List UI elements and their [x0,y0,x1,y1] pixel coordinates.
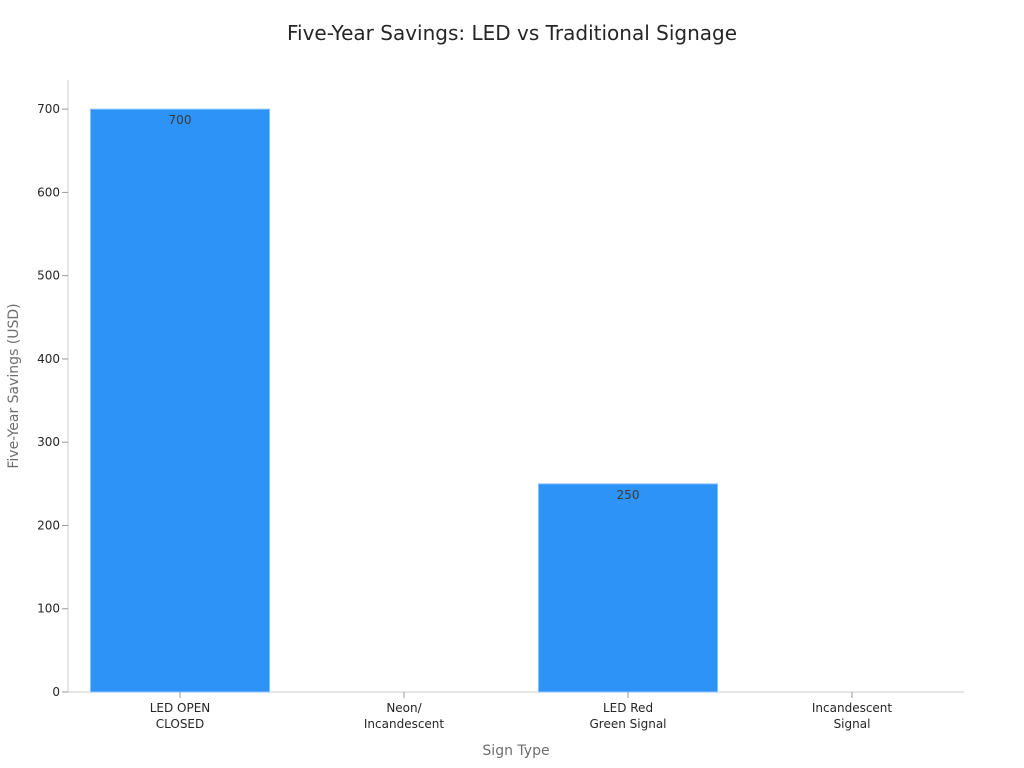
y-tick-label: 600 [37,185,60,199]
chart-title: Five-Year Savings: LED vs Traditional Si… [287,21,737,45]
y-tick-label: 300 [37,435,60,449]
y-tick-label: 200 [37,518,60,532]
y-tick-label: 400 [37,352,60,366]
x-tick-label: Neon/ [386,701,422,715]
y-tick-label: 100 [37,602,60,616]
x-axis-ticks: LED OPEN CLOSED Neon/Incandescent LED Red Gr… [150,692,893,731]
x-tick-label: Green Signal [589,717,666,731]
y-tick-label: 700 [37,102,60,116]
bar-0 [89,108,271,693]
y-axis-ticks: 0 100 200 300 400 500 600 700 [37,102,68,699]
bar-data-label: 700 [169,113,192,127]
x-tick-label: LED OPEN [150,701,211,715]
bar-2 [537,483,719,693]
x-axis-title: Sign Type [482,743,549,759]
x-tick-label: Incandescent [364,717,445,731]
x-tick-label: LED Red [603,701,653,715]
y-axis-title: Five-Year Savings (USD) [6,303,22,468]
x-tick-label: Incandescent [812,701,893,715]
x-tick-label: CLOSED [156,717,205,731]
bar-data-label: 250 [617,488,640,502]
y-tick-label: 500 [37,269,60,283]
bars-group: 700 250 [89,108,719,693]
x-tick-label: Signal [834,717,871,731]
y-tick-label: 0 [52,685,60,699]
